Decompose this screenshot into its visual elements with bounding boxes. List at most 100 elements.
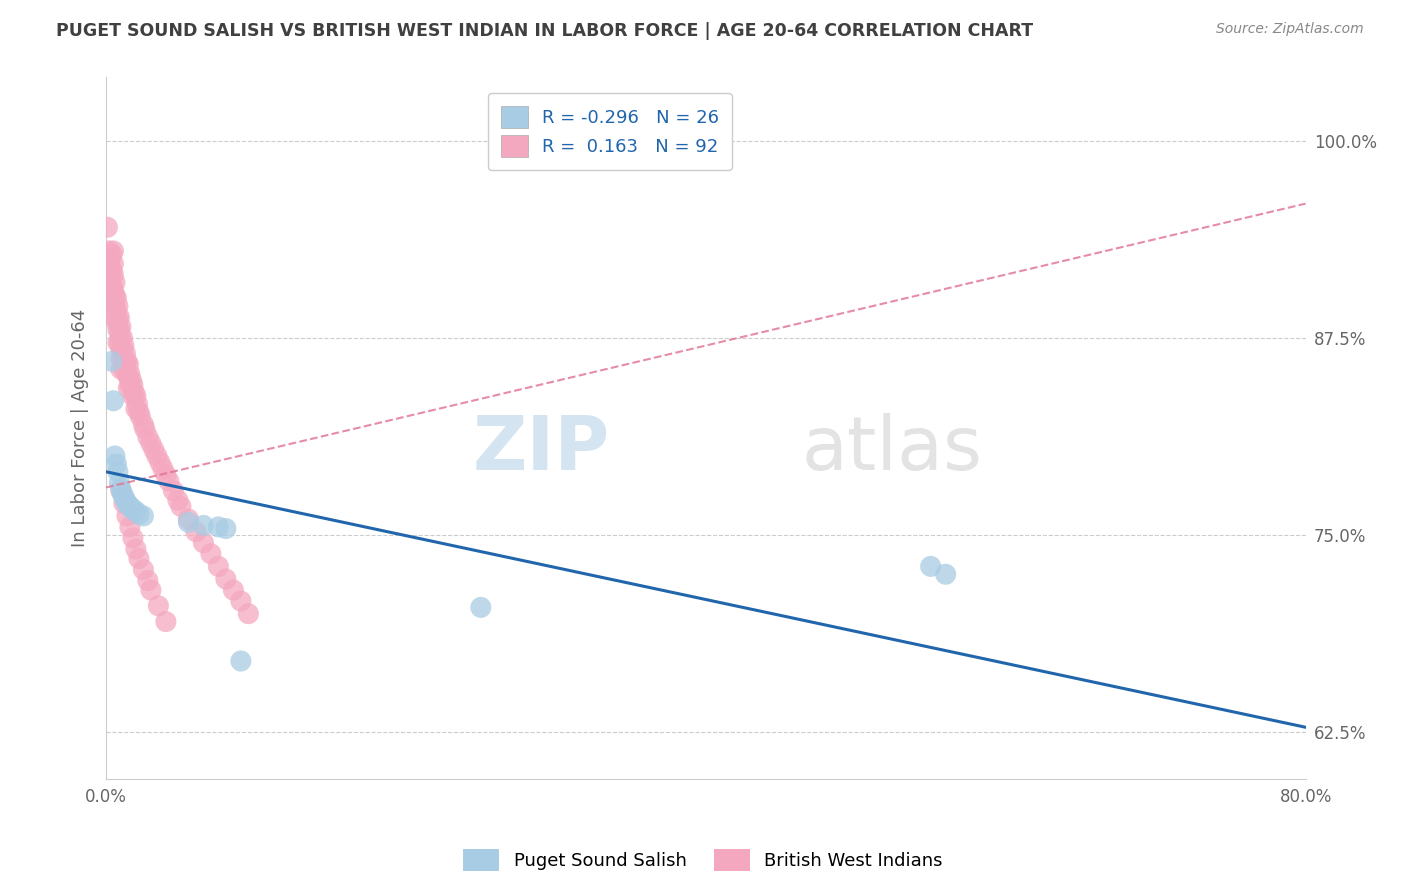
Point — [103, 299, 125, 313]
Point — [155, 467, 177, 482]
Point — [128, 405, 150, 419]
Point — [134, 422, 156, 436]
Point — [184, 524, 207, 539]
Point — [920, 559, 942, 574]
Point — [103, 284, 125, 298]
Point — [238, 607, 260, 621]
Point — [132, 562, 155, 576]
Point — [207, 520, 229, 534]
Point — [114, 493, 136, 508]
Point — [105, 315, 128, 329]
Point — [115, 496, 138, 510]
Point — [157, 474, 180, 488]
Point — [200, 547, 222, 561]
Point — [115, 367, 138, 381]
Point — [110, 342, 132, 356]
Text: ZIP: ZIP — [472, 413, 610, 486]
Point — [112, 490, 135, 504]
Point — [103, 244, 125, 258]
Text: Source: ZipAtlas.com: Source: ZipAtlas.com — [1216, 22, 1364, 37]
Point — [117, 370, 139, 384]
Point — [118, 520, 141, 534]
Point — [146, 449, 169, 463]
Point — [136, 430, 159, 444]
Point — [115, 508, 138, 523]
Point — [114, 346, 136, 360]
Point — [105, 304, 128, 318]
Point — [127, 397, 149, 411]
Point — [105, 291, 128, 305]
Point — [139, 436, 162, 450]
Y-axis label: In Labor Force | Age 20-64: In Labor Force | Age 20-64 — [72, 310, 89, 548]
Point — [114, 358, 136, 372]
Point — [170, 500, 193, 514]
Point — [97, 260, 120, 274]
Text: atlas: atlas — [801, 413, 983, 486]
Point — [215, 572, 238, 586]
Point — [177, 515, 200, 529]
Point — [125, 542, 148, 557]
Legend: R = -0.296   N = 26, R =  0.163   N = 92: R = -0.296 N = 26, R = 0.163 N = 92 — [488, 94, 731, 170]
Point — [111, 342, 134, 356]
Point — [112, 338, 135, 352]
Point — [162, 483, 184, 498]
Point — [167, 493, 190, 508]
Point — [117, 381, 139, 395]
Legend: Puget Sound Salish, British West Indians: Puget Sound Salish, British West Indians — [456, 842, 950, 879]
Point — [142, 442, 165, 457]
Point — [229, 594, 252, 608]
Point — [118, 500, 141, 514]
Point — [124, 385, 146, 400]
Point — [125, 504, 148, 518]
Point — [136, 574, 159, 588]
Point — [125, 389, 148, 403]
Point — [120, 373, 142, 387]
Point — [110, 362, 132, 376]
Point — [128, 551, 150, 566]
Point — [104, 276, 127, 290]
Point — [104, 449, 127, 463]
Point — [129, 409, 152, 424]
Point — [139, 582, 162, 597]
Point — [470, 600, 492, 615]
Point — [101, 278, 124, 293]
Point — [108, 323, 131, 337]
Point — [103, 256, 125, 270]
Point — [107, 335, 129, 350]
Point — [117, 498, 139, 512]
Point — [107, 323, 129, 337]
Point — [125, 401, 148, 416]
Point — [935, 567, 957, 582]
Point — [103, 393, 125, 408]
Point — [193, 518, 215, 533]
Point — [107, 311, 129, 326]
Point — [128, 508, 150, 522]
Point — [207, 559, 229, 574]
Point — [132, 417, 155, 432]
Point — [118, 378, 141, 392]
Point — [112, 351, 135, 366]
Point — [108, 310, 131, 325]
Point — [215, 522, 238, 536]
Point — [112, 362, 135, 376]
Point — [101, 263, 124, 277]
Point — [100, 268, 122, 282]
Point — [110, 351, 132, 366]
Point — [152, 461, 174, 475]
Point — [104, 310, 127, 325]
Point — [108, 475, 131, 490]
Point — [110, 483, 132, 498]
Point — [111, 331, 134, 345]
Point — [101, 247, 124, 261]
Point — [122, 378, 145, 392]
Point — [104, 288, 127, 302]
Point — [122, 389, 145, 403]
Point — [193, 535, 215, 549]
Point — [115, 354, 138, 368]
Point — [118, 367, 141, 381]
Point — [229, 654, 252, 668]
Point — [111, 487, 134, 501]
Point — [122, 502, 145, 516]
Point — [105, 457, 128, 471]
Point — [97, 244, 120, 258]
